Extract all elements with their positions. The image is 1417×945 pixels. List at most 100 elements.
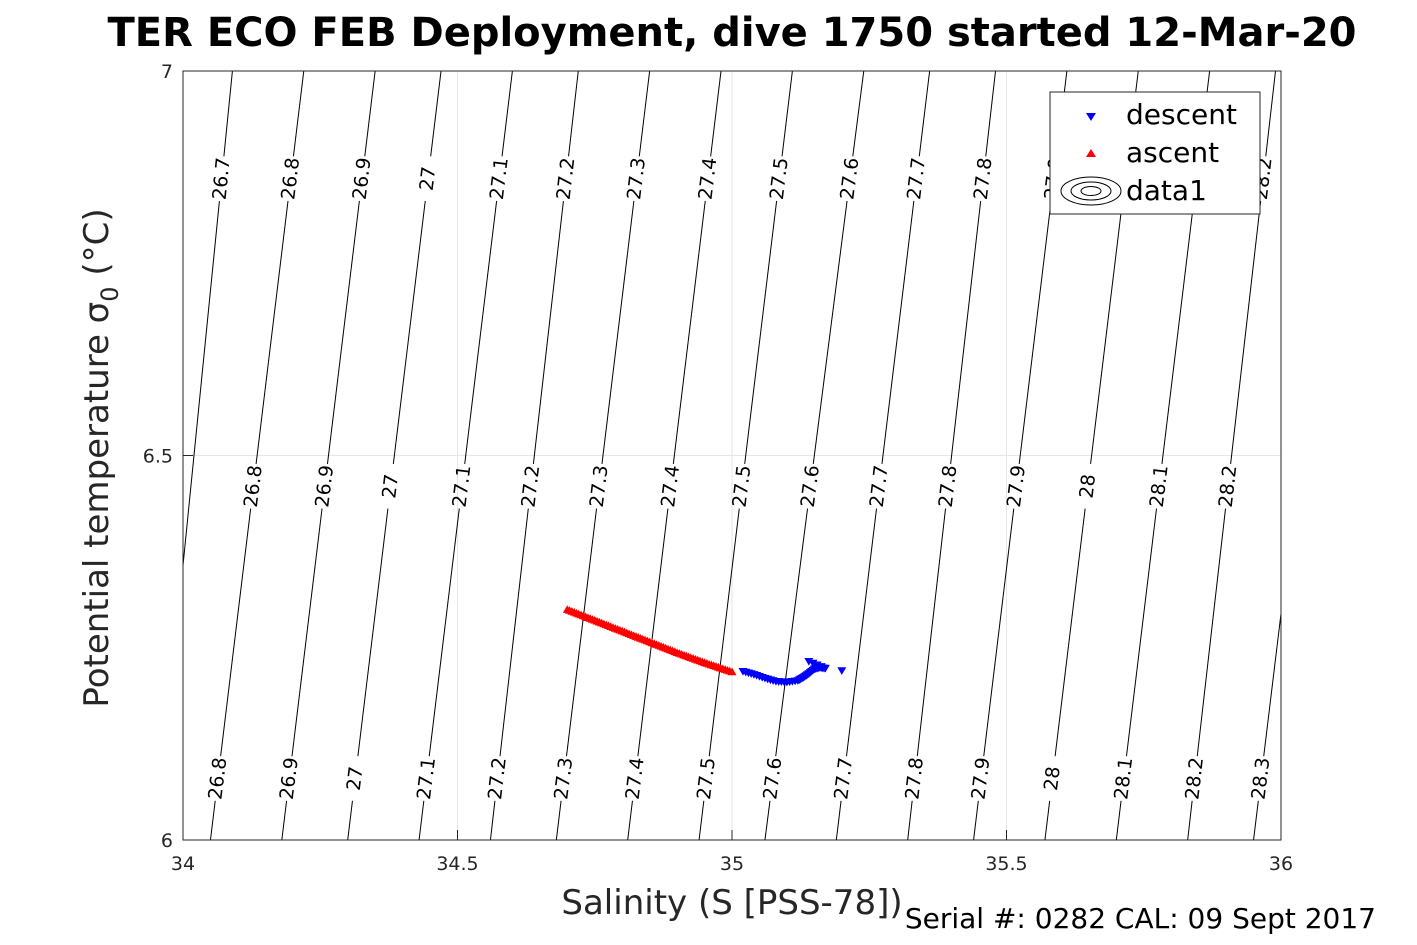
legend-descent-marker: [1086, 113, 1096, 121]
contour-label: 27.2: [484, 756, 511, 801]
contour-label: 27.1: [413, 756, 440, 801]
legend: descent ascent data1: [1049, 91, 1261, 215]
contour-label: 27.7: [830, 756, 857, 801]
contour-label: 27.1: [449, 464, 476, 509]
contour-label: 28: [1075, 473, 1100, 500]
density-contour-line: [973, 800, 979, 840]
density-contour-line: [775, 508, 809, 757]
contour-label: 27: [343, 765, 368, 792]
x-tick-label: 34.5: [436, 853, 478, 875]
contour-label: 27.3: [623, 156, 650, 201]
y-axis-label-subscript: 0: [96, 286, 124, 301]
contour-label: 27.5: [766, 156, 793, 201]
density-contour-line: [812, 200, 848, 465]
x-tick-label: 35.5: [985, 853, 1027, 875]
contour-label: 27.6: [759, 756, 786, 801]
density-contour-line: [1125, 508, 1158, 757]
legend-descent-label: descent: [1126, 98, 1237, 131]
density-contour-line: [347, 800, 353, 840]
data-series: [562, 605, 847, 687]
density-contour-line: [672, 200, 706, 464]
contour-label: 27.4: [657, 464, 684, 509]
density-contour-line: [918, 71, 931, 157]
density-contour-line: [1263, 609, 1281, 757]
density-contour-line: [489, 800, 496, 840]
contour-label: 27.9: [1003, 464, 1030, 509]
contour-label: 28.1: [1146, 464, 1173, 509]
legend-ascent-label: ascent: [1126, 136, 1219, 169]
density-contour-line: [326, 200, 360, 464]
grid-lines: [183, 71, 1281, 840]
density-contour-line: [916, 508, 947, 757]
chart-title: TER ECO FEB Deployment, dive 1750 starte…: [107, 10, 1356, 56]
density-contour-line: [555, 800, 562, 840]
contour-label: 27.1: [486, 156, 513, 201]
density-contour-line: [881, 200, 915, 464]
density-contour-line: [764, 800, 771, 840]
density-contour-line: [835, 800, 842, 840]
serial-cal-footer: Serial #: 0282 CAL: 09 Sept 2017: [905, 902, 1376, 935]
x-tick-label: 35: [720, 853, 744, 875]
density-contour-line: [292, 71, 305, 157]
y-axis-label: Potential temperature σ0 (°C): [77, 208, 124, 707]
series-ascent: [562, 605, 737, 676]
density-contour-line: [364, 71, 376, 157]
descent-marker: [837, 667, 847, 675]
density-contour-line: [637, 508, 669, 757]
density-contour-line: [1196, 508, 1227, 757]
density-contour-line: [291, 508, 323, 757]
density-contour-line: [627, 800, 633, 840]
contour-label: 26.9: [349, 156, 376, 201]
density-contour-line: [1265, 71, 1277, 157]
contour-label: 28.1: [1110, 756, 1137, 801]
density-contours: [183, 71, 1281, 840]
contour-label: 27.8: [901, 756, 928, 801]
legend-data1-label: data1: [1126, 174, 1207, 207]
density-contour-line: [1253, 800, 1259, 840]
contour-label: 27.7: [903, 156, 930, 201]
density-contour-line: [781, 71, 793, 157]
density-contour-line: [281, 800, 288, 840]
density-contour-line: [418, 800, 425, 840]
contour-label: 27.7: [866, 464, 893, 509]
density-contour-line: [1230, 200, 1262, 464]
density-contour-line: [392, 200, 426, 464]
y-tick-label: 6: [161, 830, 173, 852]
contour-label: 27.6: [797, 464, 824, 509]
density-contour-line: [1115, 800, 1122, 840]
density-contour-line: [907, 800, 913, 840]
contour-label: 27: [416, 165, 441, 192]
density-contour-line: [428, 508, 460, 757]
contour-label: 27.2: [518, 464, 545, 509]
density-contour-line: [845, 508, 878, 757]
contour-label: 27.4: [694, 156, 721, 201]
contour-label: 27.5: [729, 464, 756, 509]
contour-label: 26.9: [276, 756, 303, 801]
contour-label: 26.8: [277, 156, 304, 201]
density-contour-line: [983, 508, 1015, 757]
density-contour-line: [501, 71, 513, 157]
contour-label: 27: [378, 473, 403, 500]
density-contour-line: [601, 200, 635, 464]
contour-label: 28.3: [1248, 756, 1275, 801]
ascent-marker: [727, 667, 737, 676]
density-contour-line: [950, 200, 982, 464]
contour-label: 28.2: [1215, 464, 1242, 509]
density-contour-line: [852, 71, 865, 157]
contour-label: 27.8: [970, 156, 997, 201]
y-tick-label: 6.5: [143, 446, 173, 468]
density-contour-line: [464, 200, 498, 464]
descent-marker: [804, 657, 814, 666]
density-contour-line: [708, 508, 740, 757]
density-contour-line: [568, 71, 579, 157]
contour-label: 26.7: [209, 157, 235, 201]
contour-label: 27.2: [553, 156, 580, 201]
density-contour-line: [1187, 800, 1193, 840]
contour-label: 27.8: [935, 464, 962, 509]
density-contour-line: [1054, 508, 1086, 757]
density-contour-line: [220, 508, 252, 757]
density-contour-line: [566, 508, 598, 757]
x-axis-label: Salinity (S [PSS-78]): [561, 883, 902, 923]
density-contour-line: [430, 71, 442, 157]
